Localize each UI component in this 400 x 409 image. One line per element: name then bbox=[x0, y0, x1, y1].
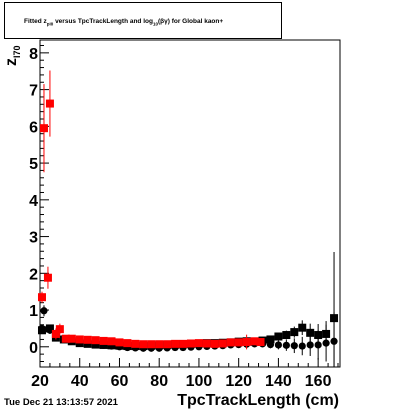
data-point-square bbox=[147, 340, 156, 349]
data-point-circle bbox=[266, 340, 275, 349]
title-post: (βγ) for Global kaon+ bbox=[158, 18, 223, 25]
x-tick-label: 40 bbox=[71, 373, 89, 390]
data-point-circle bbox=[38, 324, 46, 333]
data-point-square bbox=[91, 336, 100, 345]
data-point-square bbox=[202, 339, 211, 348]
data-point-circle bbox=[46, 326, 54, 334]
data-point-square bbox=[282, 331, 291, 340]
x-tick-label: 140 bbox=[265, 373, 292, 390]
y-tick-label: 4 bbox=[29, 193, 38, 210]
data-point-square bbox=[218, 339, 227, 348]
data-point-circle bbox=[274, 341, 283, 349]
tick-labels: 20 40 60 80 100 120 140 160 0 1 2 3 4 5 6 7 8 bbox=[29, 46, 331, 390]
data-point-square bbox=[115, 338, 124, 347]
y-axis-title-sub: I70 bbox=[12, 45, 22, 58]
data-point-square bbox=[83, 335, 92, 344]
data-point-square bbox=[210, 339, 219, 348]
y-axis-title-main: z bbox=[3, 58, 20, 66]
data-point-circle bbox=[322, 339, 330, 347]
title-mid: versus TpcTrackLength and log bbox=[53, 18, 153, 25]
x-axis-title: TpcTrackLength (cm) bbox=[177, 392, 339, 409]
data-point-square bbox=[43, 273, 52, 282]
x-tick-label: 100 bbox=[186, 373, 213, 390]
data-point-square bbox=[179, 339, 188, 348]
data-point-square bbox=[67, 334, 76, 343]
data-point-square bbox=[250, 337, 259, 346]
title-mid-sub: 10 bbox=[153, 22, 159, 27]
data-point-square bbox=[155, 340, 164, 349]
data-point-square bbox=[242, 338, 251, 347]
data-point-square bbox=[298, 323, 307, 332]
data-point-circle bbox=[330, 337, 338, 345]
data-point-circle bbox=[290, 342, 298, 350]
data-point-square bbox=[194, 339, 203, 348]
footer-timestamp: Tue Dec 21 13:13:57 2021 bbox=[4, 397, 119, 408]
data-point-square bbox=[55, 325, 64, 334]
data-point-square bbox=[61, 334, 70, 343]
data-point-square bbox=[75, 335, 84, 344]
y-tick-label: 8 bbox=[29, 46, 38, 63]
x-tick-label: 20 bbox=[31, 373, 49, 390]
data-point-square bbox=[290, 328, 299, 337]
x-tick-label: 160 bbox=[305, 373, 332, 390]
x-tick-label: 60 bbox=[111, 373, 129, 390]
data-point-circle bbox=[298, 342, 306, 350]
title-box bbox=[4, 2, 282, 39]
y-axis-title: zI70 bbox=[3, 45, 22, 66]
data-point-square bbox=[131, 339, 140, 348]
data-point-square bbox=[226, 338, 235, 347]
title-pre: Fitted z bbox=[24, 18, 47, 25]
x-tick-label: 80 bbox=[150, 373, 168, 390]
data-marks bbox=[37, 70, 339, 367]
data-point-square bbox=[171, 339, 180, 348]
plot-frame bbox=[39, 39, 341, 368]
data-point-square bbox=[51, 329, 60, 338]
data-point-square bbox=[163, 340, 172, 349]
data-point-circle bbox=[40, 307, 48, 315]
data-point-square bbox=[45, 99, 54, 108]
y-tick-label: 6 bbox=[29, 119, 38, 136]
data-point-square bbox=[107, 337, 116, 346]
data-point-square bbox=[123, 339, 132, 348]
data-point-square bbox=[37, 293, 46, 302]
data-point-square bbox=[306, 328, 315, 337]
data-point-square bbox=[266, 335, 275, 344]
title-pre-sub: pi0 bbox=[47, 22, 54, 27]
y-tick-label: 3 bbox=[29, 230, 38, 247]
axis-ticks bbox=[39, 45, 339, 367]
data-point-square bbox=[256, 338, 265, 347]
y-tick-label: 2 bbox=[29, 266, 38, 283]
data-point-circle bbox=[282, 341, 290, 349]
data-point-circle bbox=[314, 341, 322, 349]
data-point-circle bbox=[306, 341, 314, 349]
data-point-square bbox=[234, 338, 243, 347]
y-tick-label: 5 bbox=[29, 156, 38, 173]
data-point-square bbox=[39, 124, 48, 133]
data-point-square bbox=[186, 339, 195, 348]
y-tick-label: 0 bbox=[29, 340, 38, 357]
y-tick-label: 1 bbox=[29, 303, 38, 320]
data-point-square bbox=[274, 332, 283, 341]
x-tick-label: 120 bbox=[225, 373, 252, 390]
y-tick-label: 7 bbox=[29, 83, 38, 100]
data-point-square bbox=[139, 340, 148, 349]
chart-title: Fitted zpi0 versus TpcTrackLength and lo… bbox=[24, 18, 223, 27]
data-point-square bbox=[99, 336, 108, 345]
